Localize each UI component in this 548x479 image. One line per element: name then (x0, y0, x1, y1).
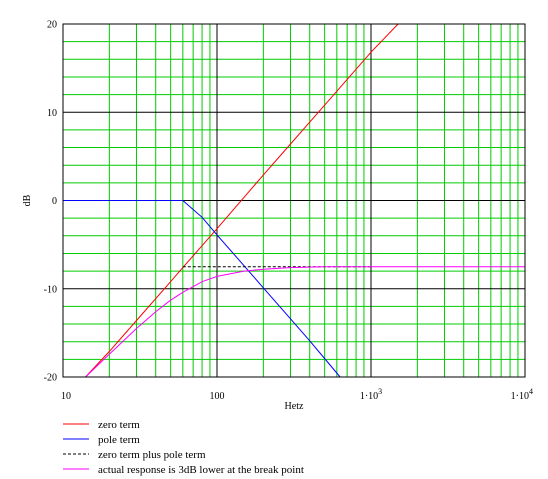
y-tick-label: 20 (47, 20, 57, 31)
x-tick-label: 10 (61, 391, 71, 402)
x-tick-label: 1·103 (360, 387, 382, 402)
x-tick-exponent: 3 (378, 387, 382, 396)
x-tick-labels: 10 100 1·103 1·104 (61, 387, 533, 402)
series-line-4 (85, 266, 525, 378)
y-tick-label: 10 (47, 108, 57, 119)
x-tick-exponent: 4 (529, 387, 533, 396)
y-tick-labels: 20 10 0 -10 -20 (44, 20, 57, 384)
series-line-2 (63, 200, 341, 378)
x-tick-label: 1·104 (511, 387, 533, 402)
x-tick-label: 100 (210, 391, 225, 402)
legend: zero term pole term zero term plus pole te… (63, 419, 304, 476)
y-tick-label: 0 (52, 196, 57, 207)
legend-label-4: actual response is 3dB lower at the brea… (98, 464, 304, 476)
plot-frame (62, 23, 526, 378)
y-tick-label: -20 (44, 373, 57, 384)
y-axis-label: dB (22, 194, 33, 206)
legend-label-3: zero term plus pole term (98, 449, 206, 461)
legend-label-1: zero term (98, 419, 140, 431)
series-line-1 (85, 23, 399, 378)
legend-label-2: pole term (98, 434, 140, 446)
y-tick-label: -10 (44, 284, 57, 295)
x-axis-label: Hetz (285, 401, 304, 412)
series-layer (63, 23, 525, 378)
